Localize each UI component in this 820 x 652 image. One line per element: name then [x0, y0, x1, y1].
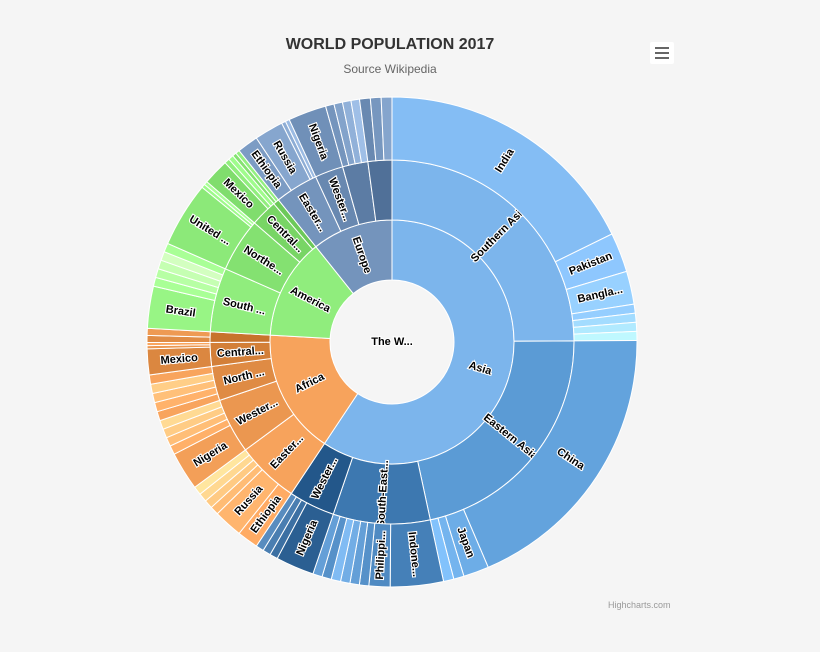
- credits-link[interactable]: Highcharts.com: [608, 600, 671, 610]
- hamburger-menu-icon[interactable]: [650, 42, 674, 64]
- region-label: South-East...: [375, 460, 391, 528]
- chart-subtitle: Source Wikipedia: [343, 62, 437, 76]
- chart-title: WORLD POPULATION 2017: [285, 36, 495, 53]
- country-label: Philippi...: [374, 531, 388, 580]
- country-label: Mexico: [160, 352, 198, 367]
- region-label: Central...: [216, 345, 264, 360]
- sunburst-root-label: The W...: [371, 336, 413, 348]
- country-label: Brazil: [165, 303, 196, 319]
- country-segment[interactable]: [380, 96, 393, 161]
- country-label: Indone...: [406, 531, 423, 577]
